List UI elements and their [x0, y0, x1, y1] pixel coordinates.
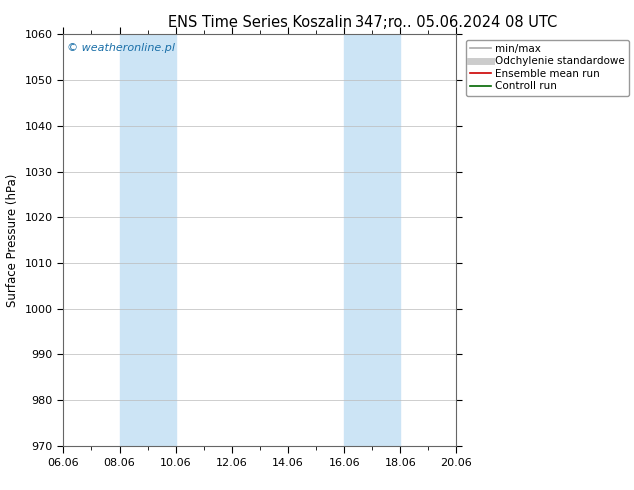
Text: ENS Time Series Koszalin: ENS Time Series Koszalin: [168, 15, 352, 30]
Text: 347;ro.. 05.06.2024 08 UTC: 347;ro.. 05.06.2024 08 UTC: [355, 15, 558, 30]
Bar: [120, 34, 176, 446]
Bar: [344, 34, 400, 446]
Legend: min/max, Odchylenie standardowe, Ensemble mean run, Controll run: min/max, Odchylenie standardowe, Ensembl…: [466, 40, 629, 96]
Text: © weatheronline.pl: © weatheronline.pl: [67, 43, 176, 52]
Y-axis label: Surface Pressure (hPa): Surface Pressure (hPa): [6, 173, 19, 307]
